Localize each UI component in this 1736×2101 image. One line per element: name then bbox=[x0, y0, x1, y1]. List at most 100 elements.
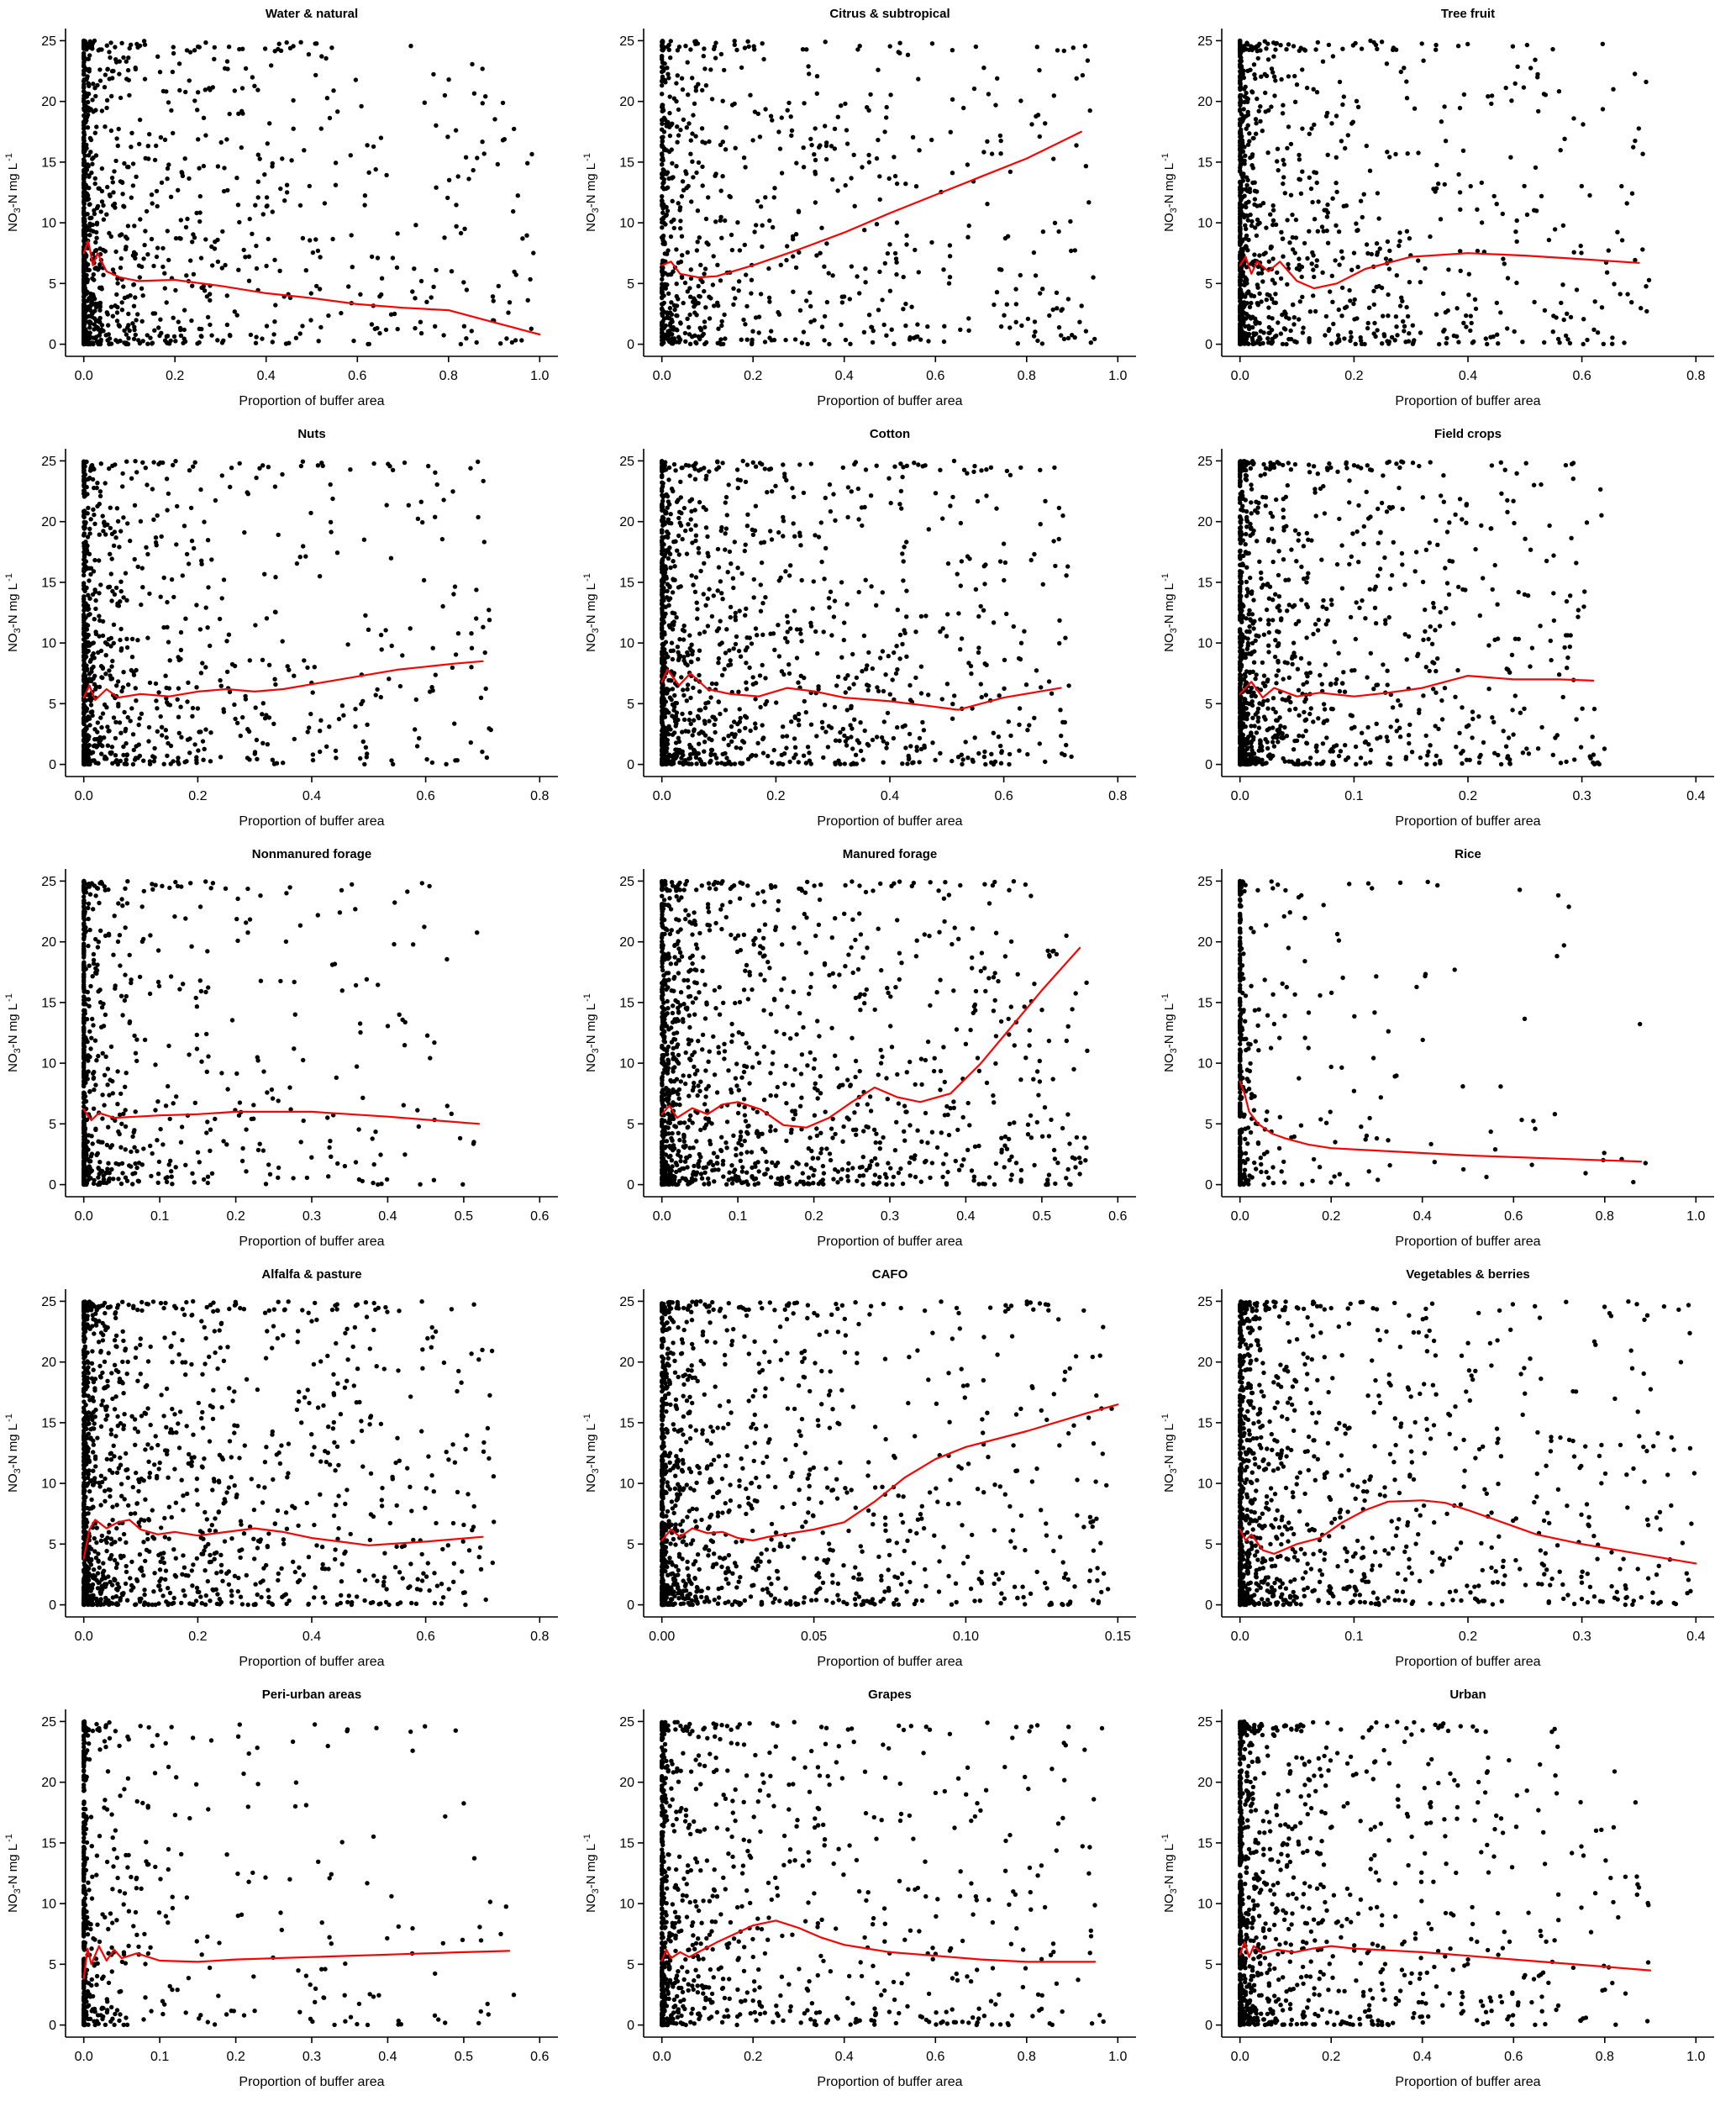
x-tick-label: 0.6 bbox=[1108, 1209, 1127, 1224]
x-tick-label: 0.1 bbox=[150, 2050, 169, 2064]
y-tick-label: 15 bbox=[1197, 996, 1213, 1010]
panel-title: Rice bbox=[1455, 847, 1481, 861]
y-tick-label: 25 bbox=[1197, 875, 1213, 889]
scatter-points bbox=[1238, 879, 1648, 1187]
x-tick-label: 0.2 bbox=[166, 369, 184, 383]
y-tick-label: 0 bbox=[49, 758, 56, 772]
y-tick-label: 10 bbox=[619, 1057, 634, 1072]
x-tick-label: 0.4 bbox=[378, 1209, 397, 1224]
x-tick-label: 0.0 bbox=[1231, 1630, 1249, 1644]
y-tick-label: 5 bbox=[627, 1538, 634, 1552]
panel-title: Citrus & subtropical bbox=[829, 7, 950, 21]
y-tick-label: 15 bbox=[41, 155, 56, 170]
scatter-points bbox=[82, 879, 479, 1187]
x-tick-label: 1.0 bbox=[1108, 369, 1127, 383]
x-axis-title: Proportion of buffer area bbox=[239, 1235, 384, 1249]
y-tick-label: 10 bbox=[1197, 1898, 1213, 1912]
trend-line bbox=[1240, 1082, 1642, 1161]
x-tick-label: 0.4 bbox=[378, 2050, 397, 2064]
y-tick-label: 15 bbox=[619, 996, 634, 1010]
trend-line bbox=[662, 132, 1081, 277]
x-axis-title: Proportion of buffer area bbox=[239, 814, 384, 829]
y-axis-title: NO3-N mg L-1 bbox=[4, 1834, 23, 1913]
x-tick-label: 0.1 bbox=[729, 1209, 747, 1224]
x-tick-label: 0.2 bbox=[1459, 789, 1477, 803]
y-tick-label: 25 bbox=[619, 1715, 634, 1730]
y-tick-label: 15 bbox=[619, 155, 634, 170]
scatter-points bbox=[1238, 1719, 1651, 2027]
x-tick-label: 0.6 bbox=[1504, 1209, 1523, 1224]
y-tick-label: 10 bbox=[41, 637, 56, 651]
x-tick-label: 0.2 bbox=[1322, 1209, 1340, 1224]
y-tick-label: 0 bbox=[1205, 758, 1213, 772]
x-tick-label: 0.2 bbox=[1322, 2050, 1340, 2064]
y-tick-label: 5 bbox=[627, 698, 634, 712]
y-axis-title: NO3-N mg L-1 bbox=[582, 1834, 601, 1913]
y-tick-label: 20 bbox=[1197, 935, 1213, 950]
x-tick-label: 0.4 bbox=[881, 789, 899, 803]
x-tick-label: 0.4 bbox=[1686, 789, 1705, 803]
y-axis-title: NO3-N mg L-1 bbox=[4, 1414, 23, 1493]
y-tick-label: 25 bbox=[1197, 1295, 1213, 1309]
y-tick-label: 10 bbox=[41, 1057, 56, 1072]
panel-title: Grapes bbox=[868, 1688, 912, 1702]
x-tick-label: 0.0 bbox=[75, 2050, 93, 2064]
y-tick-label: 0 bbox=[1205, 1178, 1213, 1193]
y-tick-label: 15 bbox=[1197, 1416, 1213, 1430]
x-tick-label: 0.2 bbox=[766, 789, 785, 803]
y-tick-label: 20 bbox=[619, 935, 634, 950]
x-axis-title: Proportion of buffer area bbox=[817, 1655, 962, 1669]
x-tick-label: 0.3 bbox=[302, 1209, 321, 1224]
x-tick-label: 1.0 bbox=[1686, 1209, 1705, 1224]
y-tick-label: 25 bbox=[1197, 34, 1213, 49]
y-tick-label: 25 bbox=[619, 1295, 634, 1309]
panel-title: Peri-urban areas bbox=[262, 1688, 361, 1702]
x-tick-label: 0.0 bbox=[653, 789, 671, 803]
y-tick-label: 25 bbox=[619, 875, 634, 889]
panel-title: Alfalfa & pasture bbox=[261, 1267, 361, 1282]
y-tick-label: 25 bbox=[619, 34, 634, 49]
x-tick-label: 0.0 bbox=[653, 369, 671, 383]
trend-line bbox=[1240, 676, 1594, 698]
x-tick-label: 0.4 bbox=[1413, 1209, 1432, 1224]
y-tick-label: 20 bbox=[1197, 1776, 1213, 1790]
y-tick-label: 0 bbox=[627, 758, 634, 772]
y-tick-label: 15 bbox=[619, 1416, 634, 1430]
x-tick-label: 0.5 bbox=[1033, 1209, 1051, 1224]
y-tick-label: 15 bbox=[619, 1836, 634, 1851]
panel-title: CAFO bbox=[872, 1267, 908, 1282]
y-tick-label: 15 bbox=[1197, 155, 1213, 170]
trend-line bbox=[84, 1109, 479, 1124]
y-axis-title: NO3-N mg L-1 bbox=[1160, 573, 1179, 652]
y-axis-title: NO3-N mg L-1 bbox=[1160, 993, 1179, 1072]
x-tick-label: 0.2 bbox=[226, 2050, 245, 2064]
y-tick-label: 5 bbox=[1205, 1538, 1213, 1552]
x-tick-label: 0.5 bbox=[455, 1209, 473, 1224]
x-tick-label: 0.6 bbox=[994, 789, 1013, 803]
y-axis-title: NO3-N mg L-1 bbox=[582, 573, 601, 652]
x-tick-label: 0.6 bbox=[926, 369, 944, 383]
x-tick-label: 0.4 bbox=[835, 369, 854, 383]
x-tick-label: 0.2 bbox=[188, 1630, 207, 1644]
y-tick-label: 15 bbox=[41, 576, 56, 590]
x-tick-label: 0.0 bbox=[75, 369, 93, 383]
y-tick-label: 25 bbox=[1197, 1715, 1213, 1730]
y-tick-label: 5 bbox=[1205, 698, 1213, 712]
x-tick-label: 0.8 bbox=[1686, 369, 1705, 383]
x-tick-label: 0.6 bbox=[530, 2050, 549, 2064]
y-tick-label: 10 bbox=[1197, 1477, 1213, 1492]
x-tick-label: 0.6 bbox=[416, 1630, 434, 1644]
x-tick-label: 0.6 bbox=[416, 789, 434, 803]
x-axis-title: Proportion of buffer area bbox=[239, 2075, 384, 2089]
y-tick-label: 25 bbox=[41, 875, 56, 889]
